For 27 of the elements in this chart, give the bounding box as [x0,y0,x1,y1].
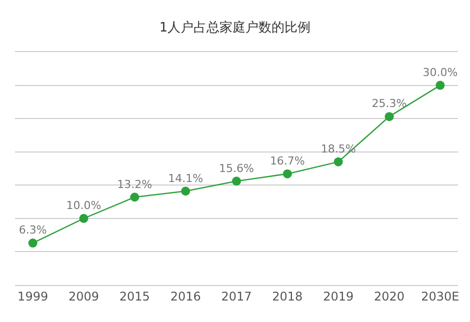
point [334,157,343,166]
point [28,238,38,248]
data-label: 16.7% [270,154,305,168]
data-label: 30.0% [422,66,458,79]
point [436,80,445,90]
point [181,186,190,196]
data-label: 6.3% [18,224,47,237]
chart-title: 1人户占总家庭户数的比例 [159,20,311,36]
point [282,169,292,178]
x-tick-label: 2009 [68,289,100,304]
data-label: 14.1% [168,172,204,185]
point [130,192,140,202]
x-tick-label: 2016 [170,289,201,304]
data-label: 25.3% [372,97,407,110]
x-tick-label: 2015 [119,289,150,304]
data-label: 13.2% [117,178,152,191]
x-tick-label: 2019 [323,289,354,304]
point [79,214,88,223]
x-tick-label: 2017 [221,289,252,304]
x-tick-label: 2018 [272,289,303,304]
x-tick-label: 1999 [18,289,48,304]
point [384,112,394,122]
x-tick-label: 2020 [374,289,405,304]
data-label: 10.0% [66,199,102,212]
x-tick-label: 2030E [421,289,460,304]
data-label: 15.6% [219,162,254,175]
point [232,176,241,186]
